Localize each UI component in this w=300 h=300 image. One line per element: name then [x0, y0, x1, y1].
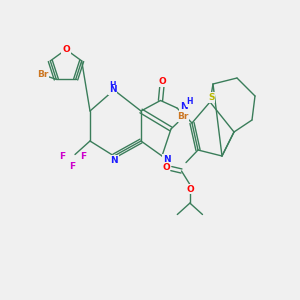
Text: F: F	[70, 162, 76, 171]
Text: N: N	[163, 154, 170, 164]
Text: Br: Br	[37, 70, 49, 79]
Text: Br: Br	[177, 112, 188, 122]
Text: O: O	[62, 45, 70, 54]
Text: N: N	[110, 156, 118, 165]
Text: S: S	[208, 93, 215, 102]
Text: H: H	[109, 81, 116, 90]
Text: O: O	[158, 77, 166, 86]
Text: H: H	[186, 97, 193, 106]
Text: F: F	[80, 152, 86, 161]
Text: N: N	[109, 85, 116, 94]
Text: N: N	[180, 102, 188, 111]
Text: O: O	[162, 163, 170, 172]
Text: F: F	[59, 152, 65, 161]
Text: O: O	[187, 184, 194, 194]
